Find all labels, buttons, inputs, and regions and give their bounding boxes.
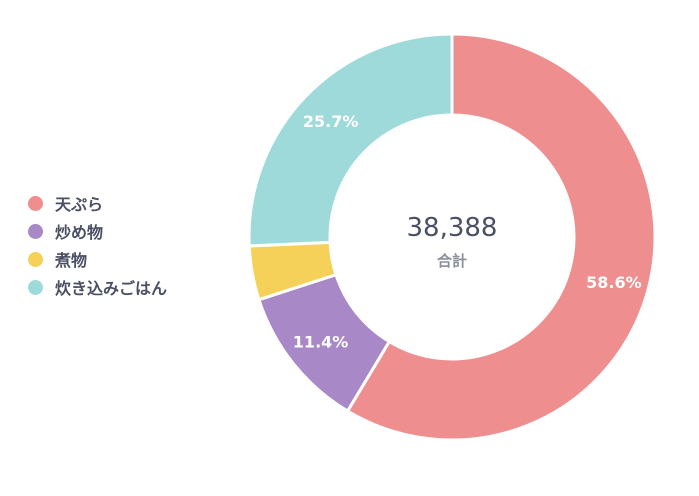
slice-value-label: 58.6% — [586, 273, 642, 292]
legend: 天ぷら 炒め物 煮物 炊き込みごはん — [28, 189, 167, 301]
slice-tempura[interactable] — [345, 32, 657, 442]
legend-dot-icon — [28, 195, 43, 211]
legend-dot-icon — [28, 279, 43, 295]
slice-value-label: 11.4% — [293, 333, 349, 352]
legend-item-tempura[interactable]: 天ぷら — [28, 189, 167, 217]
legend-item-simmered[interactable]: 煮物 — [28, 245, 167, 273]
legend-dot-icon — [28, 251, 43, 267]
legend-label: 天ぷら — [55, 195, 104, 214]
center-total-value: 38,388 — [407, 213, 498, 243]
legend-item-takikomi-gohan[interactable]: 炊き込みごはん — [28, 273, 167, 301]
donut-slices — [247, 32, 657, 442]
legend-label: 煮物 — [55, 251, 88, 270]
slice-labels: 58.6% 11.4% 25.7% — [293, 112, 642, 352]
legend-label: 炒め物 — [55, 223, 104, 242]
slice-takikomi-gohan[interactable] — [247, 32, 454, 248]
legend-label: 炊き込みごはん — [55, 279, 168, 298]
legend-item-stir-fry[interactable]: 炒め物 — [28, 217, 167, 245]
slice-value-label: 25.7% — [303, 112, 359, 131]
center-total-label: 合計 — [436, 252, 467, 270]
legend-dot-icon — [28, 223, 43, 239]
